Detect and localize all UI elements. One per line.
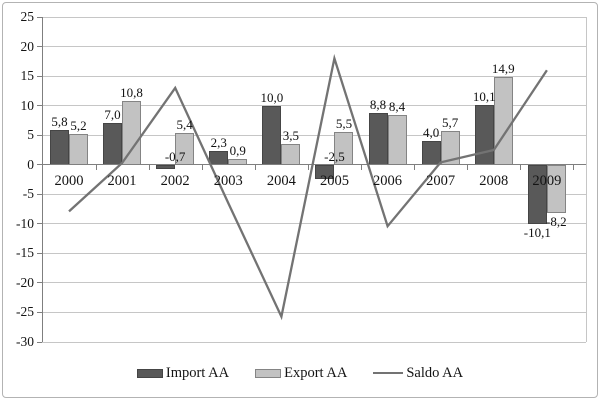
y-axis-line (41, 17, 43, 342)
export-bar-label: -8,2 (546, 214, 567, 230)
x-axis-tick (520, 164, 522, 170)
import-bar-label: 2,3 (210, 135, 227, 151)
x-axis-label: 2000 (54, 172, 84, 189)
legend-label-export: Export AA (284, 364, 348, 381)
x-axis-tick (148, 164, 150, 170)
x-axis-label: 2004 (266, 172, 296, 189)
import-bar (315, 164, 335, 180)
import-bar-swatch-icon (136, 368, 163, 378)
x-axis-label: 2009 (532, 172, 562, 189)
import-bar-label: 5,8 (51, 114, 68, 130)
y-axis-tick (37, 193, 42, 195)
x-axis-tick (414, 164, 416, 170)
legend-item-saldo: Saldo AA (373, 365, 463, 382)
export-bar-label: 3,5 (282, 128, 299, 144)
x-axis-tick (467, 164, 469, 170)
y-axis-tick-label: -30 (16, 334, 34, 349)
import-bar-label: 4,0 (423, 125, 440, 141)
gridline (42, 282, 586, 284)
x-axis-label: 2007 (426, 172, 456, 189)
y-axis-tick-label: 5 (27, 127, 34, 143)
y-axis-tick-label: 0 (27, 156, 34, 172)
import-bar-label: -0,7 (164, 148, 186, 164)
gridline (42, 46, 586, 48)
gridline (42, 105, 586, 107)
export-bar-label: 5,5 (335, 116, 353, 132)
export-bar-label: 14,9 (491, 60, 515, 76)
y-axis-tick (37, 341, 42, 343)
import-bar-label: -10,1 (523, 225, 551, 241)
y-axis-tick (37, 134, 42, 136)
export-bar-swatch-icon (255, 368, 282, 378)
legend: Import AA Export AA Saldo AA (0, 362, 600, 384)
export-bar-label: 8,4 (388, 99, 406, 115)
legend-item-import: Import AA (136, 364, 230, 382)
legend-label-saldo: Saldo AA (406, 364, 464, 381)
gridline (42, 311, 586, 313)
import-bar (527, 164, 547, 225)
gridline (42, 341, 586, 343)
import-bar (156, 164, 176, 169)
gridline (42, 16, 586, 18)
legend-item-export: Export AA (255, 365, 347, 382)
y-axis-tick-label: -25 (16, 304, 34, 320)
y-axis-tick-label: 25 (20, 9, 35, 24)
x-axis-tick (254, 164, 256, 170)
export-bar-label: 10,8 (120, 84, 143, 100)
import-bar-label: 7,0 (104, 107, 121, 123)
export-bar (546, 164, 566, 214)
y-axis-tick (37, 164, 42, 166)
x-axis-tick (573, 164, 575, 170)
plot-right-border (585, 17, 587, 342)
y-axis-tick (37, 252, 42, 254)
y-axis-tick-label: 10 (20, 97, 35, 113)
y-axis-tick-label: -15 (16, 245, 34, 261)
y-axis-tick-label: -10 (16, 215, 34, 231)
saldo-line-swatch-icon (373, 371, 404, 375)
export-bar-label: 5,7 (442, 115, 459, 131)
x-axis-tick (307, 164, 309, 170)
y-axis-tick (37, 311, 42, 313)
y-axis-tick (37, 105, 42, 107)
gridline (42, 75, 586, 77)
y-axis-tick (37, 16, 42, 18)
legend-label-import: Import AA (165, 364, 230, 381)
export-bar-label: 0,9 (229, 143, 246, 159)
gridline (42, 193, 586, 195)
x-axis-label: 2002 (160, 172, 190, 189)
y-axis-tick (37, 223, 42, 225)
y-axis-tick (37, 282, 42, 284)
x-axis-line (42, 164, 586, 166)
x-axis-label: 2006 (373, 172, 403, 189)
y-axis-tick (37, 75, 42, 77)
y-axis-tick-label: -20 (16, 274, 34, 290)
x-axis-label: 2001 (107, 172, 137, 189)
import-bar-label: -2,5 (324, 148, 345, 164)
y-axis-tick-label: -5 (22, 186, 34, 202)
gridline (42, 252, 586, 254)
export-bar-label: 5,2 (70, 118, 87, 133)
x-axis-tick (201, 164, 203, 170)
y-axis-tick-label: 20 (20, 38, 35, 54)
import-bar-label: 10,0 (260, 89, 284, 105)
import-bar-label: 10,1 (472, 89, 496, 105)
export-bar-label: 5,4 (176, 116, 193, 132)
y-axis-tick (37, 46, 42, 48)
gridline (42, 134, 586, 136)
gridline (42, 223, 586, 225)
x-axis-tick (95, 164, 97, 170)
x-axis-tick (361, 164, 362, 170)
y-axis-tick-label: 15 (20, 68, 35, 84)
x-axis-label: 2008 (479, 172, 509, 189)
x-axis-label: 2003 (213, 172, 243, 189)
x-axis-tick (42, 164, 44, 170)
x-axis-label: 2005 (319, 172, 349, 189)
import-bar-label: 8,8 (369, 96, 387, 112)
